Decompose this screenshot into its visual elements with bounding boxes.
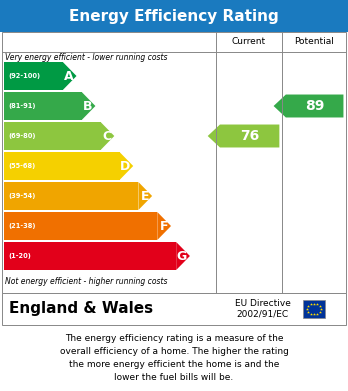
Text: The energy efficiency rating is a measure of the
overall efficiency of a home. T: The energy efficiency rating is a measur…	[60, 334, 288, 382]
Text: E: E	[141, 190, 149, 203]
FancyBboxPatch shape	[303, 300, 325, 318]
Text: A: A	[64, 70, 74, 83]
Polygon shape	[63, 62, 77, 90]
Text: (55-68): (55-68)	[8, 163, 35, 169]
Text: (1-20): (1-20)	[8, 253, 31, 259]
FancyBboxPatch shape	[4, 92, 82, 120]
Text: 89: 89	[305, 99, 324, 113]
Polygon shape	[157, 212, 171, 240]
Polygon shape	[101, 122, 114, 150]
Text: (81-91): (81-91)	[8, 103, 36, 109]
Text: (69-80): (69-80)	[8, 133, 36, 139]
Polygon shape	[176, 242, 190, 270]
FancyBboxPatch shape	[4, 152, 119, 180]
FancyBboxPatch shape	[2, 293, 346, 325]
Polygon shape	[139, 182, 152, 210]
Text: (39-54): (39-54)	[8, 193, 35, 199]
FancyBboxPatch shape	[4, 212, 157, 240]
Text: D: D	[120, 160, 130, 172]
Text: 76: 76	[240, 129, 259, 143]
Text: Current: Current	[232, 38, 266, 47]
FancyBboxPatch shape	[4, 62, 63, 90]
FancyBboxPatch shape	[0, 0, 348, 32]
FancyBboxPatch shape	[4, 242, 176, 270]
Text: Not energy efficient - higher running costs: Not energy efficient - higher running co…	[6, 278, 168, 287]
Text: Potential: Potential	[294, 38, 334, 47]
FancyBboxPatch shape	[4, 122, 101, 150]
Text: (21-38): (21-38)	[8, 223, 36, 229]
Text: C: C	[102, 129, 111, 142]
Text: B: B	[83, 99, 93, 113]
Text: (92-100): (92-100)	[8, 73, 40, 79]
Text: Very energy efficient - lower running costs: Very energy efficient - lower running co…	[6, 52, 168, 61]
FancyBboxPatch shape	[2, 32, 346, 293]
Text: F: F	[160, 219, 168, 233]
Polygon shape	[274, 95, 343, 117]
Polygon shape	[82, 92, 95, 120]
Polygon shape	[119, 152, 133, 180]
Text: England & Wales: England & Wales	[9, 301, 153, 316]
FancyBboxPatch shape	[4, 182, 139, 210]
Text: Energy Efficiency Rating: Energy Efficiency Rating	[69, 9, 279, 23]
Text: G: G	[177, 249, 187, 262]
Polygon shape	[208, 124, 279, 147]
Text: EU Directive
2002/91/EC: EU Directive 2002/91/EC	[235, 299, 291, 319]
